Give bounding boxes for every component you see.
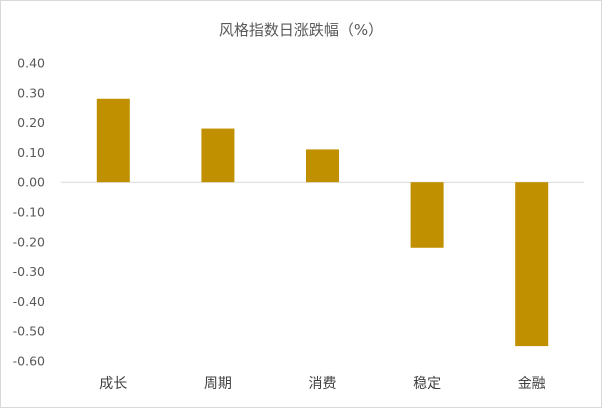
bar-0: [96, 98, 130, 183]
y-tick-label: 0.20: [17, 115, 45, 130]
bar-2: [306, 149, 339, 183]
y-tick-label: -0.10: [13, 205, 45, 220]
y-tick-label: -0.50: [13, 324, 45, 339]
x-category-label: 消费: [309, 376, 337, 392]
y-tick-label: 0.40: [17, 56, 45, 71]
y-tick-label: 0.00: [17, 175, 45, 190]
y-tick-label: -0.30: [13, 264, 45, 279]
y-axis-ticks: 0.40 0.30 0.20 0.10 0.00 -0.10 -0.20 -0.30 -0.40…: [13, 56, 45, 369]
y-tick-label: -0.40: [13, 294, 45, 309]
x-axis-labels: 成长 周期 消费 稳定 金融: [99, 376, 545, 392]
x-category-label: 金融: [518, 376, 546, 392]
bar-4: [515, 182, 549, 347]
x-category-label: 成长: [99, 376, 127, 392]
y-tick-label: -0.60: [13, 354, 45, 369]
y-tick-label: 0.30: [17, 85, 45, 100]
bar-1: [201, 128, 235, 183]
chart-title: 风格指数日涨跌幅（%）: [218, 21, 384, 39]
y-tick-label: -0.20: [13, 234, 45, 249]
y-tick-label: 0.10: [17, 145, 45, 160]
x-category-label: 周期: [204, 376, 232, 392]
x-category-label: 稳定: [413, 376, 441, 392]
bars: [96, 98, 549, 347]
bar-3: [410, 182, 444, 248]
